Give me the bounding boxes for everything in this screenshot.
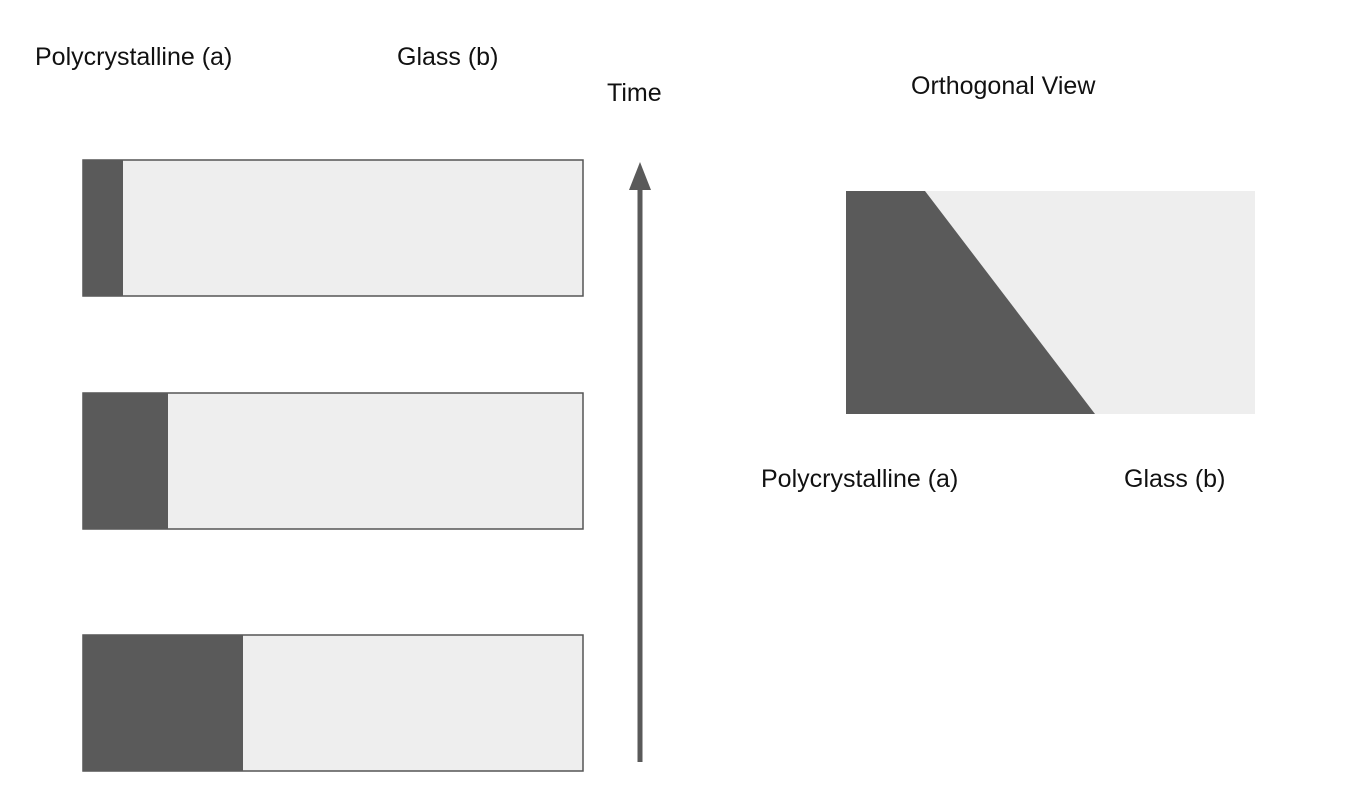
snapshot-bar-polycrystalline — [83, 635, 243, 771]
glass-label-bottom: Glass (b) — [1124, 465, 1226, 493]
snapshot-bar-glass — [82, 159, 584, 297]
time-arrow — [629, 162, 651, 762]
snapshot-bar-polycrystalline — [83, 160, 123, 296]
glass-label-top: Glass (b) — [397, 43, 499, 71]
time-label: Time — [607, 79, 662, 107]
polycrystalline-label-bottom: Polycrystalline (a) — [761, 465, 959, 493]
time-snapshot-bars — [82, 159, 584, 772]
orthogonal-polycrystalline-region — [846, 191, 1095, 414]
time-arrow-head — [629, 162, 651, 190]
orthogonal-view-title: Orthogonal View — [911, 72, 1096, 100]
orthogonal-view-panel — [846, 191, 1255, 414]
snapshot-bar-polycrystalline — [83, 393, 168, 529]
polycrystalline-label-top: Polycrystalline (a) — [35, 43, 233, 71]
